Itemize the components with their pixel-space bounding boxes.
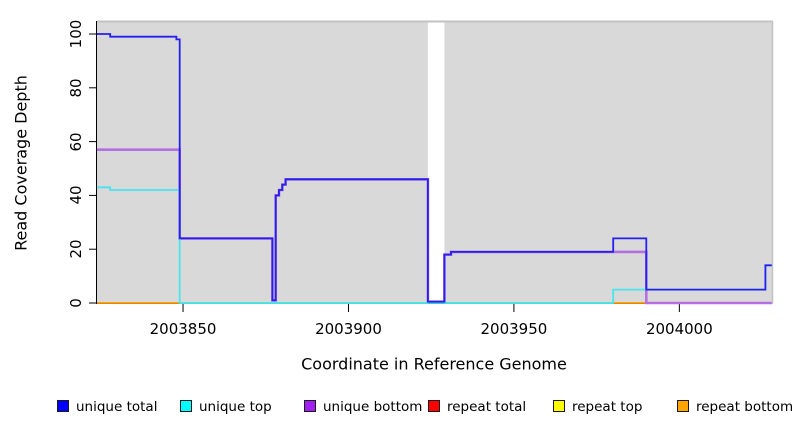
x-axis-title: Coordinate in Reference Genome <box>301 354 567 374</box>
legend-label: repeat top <box>572 399 643 415</box>
y-tick-label: 80 <box>67 78 85 98</box>
series-line-unique-total <box>97 33 772 303</box>
y-axis-title: Read Coverage Depth <box>11 75 31 251</box>
y-tick-label: 60 <box>67 132 85 152</box>
y-tick-label: 100 <box>67 19 85 49</box>
legend-swatch-icon <box>428 400 440 412</box>
y-tick-label: 0 <box>67 298 85 308</box>
legend-swatch-icon <box>553 400 565 412</box>
legend-swatch-icon <box>180 400 192 412</box>
legend-label: unique bottom <box>323 399 423 415</box>
y-tick-label: 20 <box>67 239 85 259</box>
legend-label: repeat bottom <box>696 399 792 415</box>
chart-legend: unique total unique top unique bottom repea… <box>0 399 792 419</box>
legend-swatch-icon <box>304 400 316 412</box>
x-tick-label: 2003950 <box>480 320 548 338</box>
mask-band <box>427 22 445 304</box>
legend-label: repeat total <box>447 399 527 415</box>
legend-swatch-icon <box>677 400 689 412</box>
x-tick-label: 2003900 <box>315 320 382 338</box>
x-tick-label: 2003850 <box>149 320 217 338</box>
legend-swatch-icon <box>57 400 69 412</box>
x-tick-label: 2004000 <box>645 320 713 338</box>
y-tick-label: 40 <box>67 185 85 205</box>
legend-label: unique top <box>199 399 272 415</box>
legend-label: unique total <box>76 399 158 415</box>
